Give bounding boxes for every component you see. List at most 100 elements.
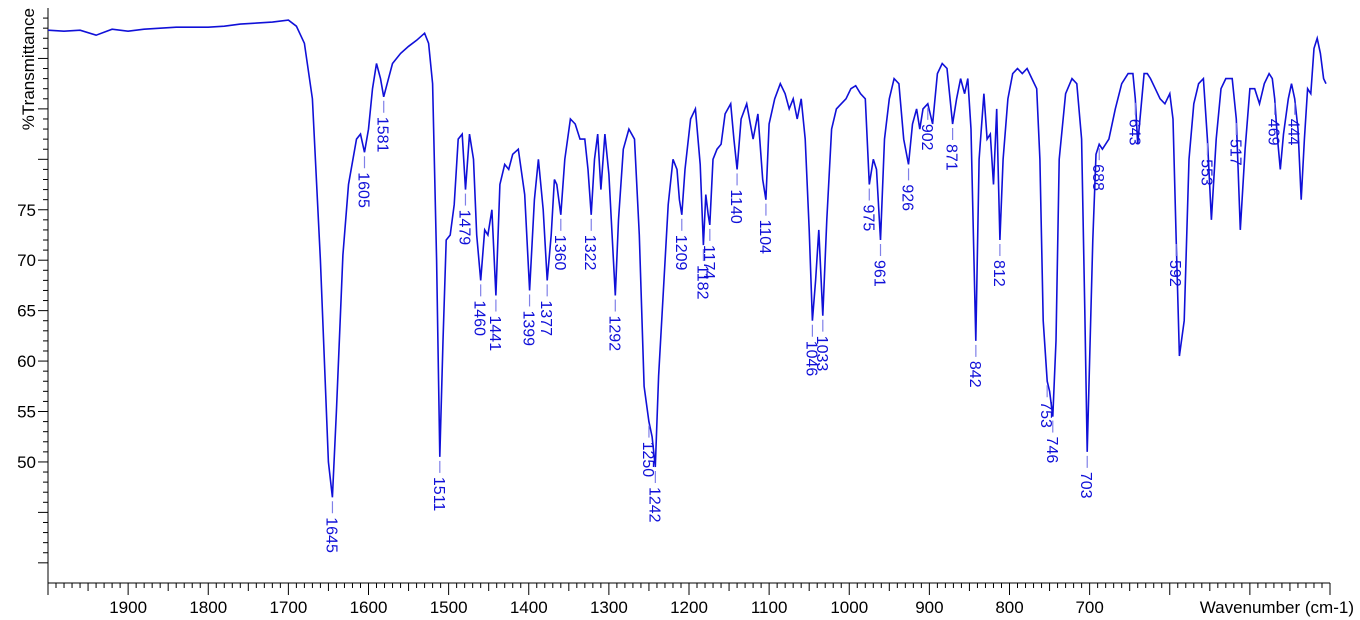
x-tick-label: 1500 <box>430 598 468 617</box>
y-tick-label: 50 <box>17 453 36 472</box>
peak-annotation: 1605 <box>354 156 371 208</box>
peak-label: 1605 <box>354 172 371 208</box>
y-tick-label: 65 <box>17 302 36 321</box>
peak-annotation: 902 <box>918 107 935 151</box>
peak-label: 592 <box>1166 260 1183 287</box>
peak-label: 1250 <box>639 442 656 478</box>
peak-label: 926 <box>899 184 916 211</box>
peak-annotation: 643 <box>1125 102 1142 146</box>
peak-label: 553 <box>1197 159 1214 186</box>
peak-annotation: 1033 <box>813 319 830 372</box>
peak-annotation: 1441 <box>486 299 503 352</box>
x-tick-label: 800 <box>995 598 1023 617</box>
peak-label: 902 <box>918 124 935 151</box>
peak-annotation: 926 <box>899 168 916 211</box>
peak-annotation: 1046 <box>802 324 819 377</box>
y-axis-title: %Transmittance <box>19 8 38 130</box>
x-tick-label: 1200 <box>670 598 708 617</box>
peak-label: 1242 <box>645 487 662 523</box>
peak-annotation: 1292 <box>605 299 622 352</box>
x-tick-label: 700 <box>1075 598 1103 617</box>
y-tick-label: 70 <box>17 251 36 270</box>
peak-label: 1182 <box>693 265 710 300</box>
x-tick-label: 1000 <box>830 598 868 617</box>
x-tick-label: 1600 <box>350 598 388 617</box>
peak-annotation: 961 <box>870 244 887 287</box>
peak-label: 1360 <box>551 235 568 271</box>
peak-annotation: 753 <box>1037 385 1054 428</box>
peak-annotation: 1460 <box>471 284 488 336</box>
peak-annotation: 1360 <box>551 218 568 271</box>
peak-annotation: 703 <box>1077 455 1094 499</box>
spectrum-line <box>47 19 1327 498</box>
peak-label: 517 <box>1226 139 1243 166</box>
peak-label: 812 <box>990 260 1007 287</box>
axes <box>47 8 1330 584</box>
peak-annotation: 1581 <box>374 100 391 153</box>
peak-label: 1104 <box>756 220 773 255</box>
peak-label: 1209 <box>672 235 689 271</box>
peak-annotation: 517 <box>1226 122 1243 166</box>
peak-annotation: 842 <box>966 344 983 388</box>
peak-label: 1046 <box>802 341 819 377</box>
x-tick-label: 1800 <box>189 598 227 617</box>
peak-annotation: 746 <box>1043 420 1060 464</box>
peak-annotation: 469 <box>1265 102 1282 146</box>
y-tick-label: 75 <box>17 201 36 220</box>
peak-label: 1581 <box>374 117 391 153</box>
peak-label: 753 <box>1037 401 1054 428</box>
peak-annotation: 871 <box>943 128 960 171</box>
peak-label: 842 <box>966 361 983 388</box>
peak-label: 1322 <box>581 235 598 271</box>
peak-label: 1033 <box>813 336 830 372</box>
y-tick-label: 60 <box>17 352 36 371</box>
x-axis-title: Wavenumber (cm-1) <box>1200 598 1354 617</box>
peak-label: 1292 <box>605 316 622 352</box>
peak-label: 444 <box>1285 119 1302 146</box>
peak-annotation: 1377 <box>537 284 554 336</box>
spectrum-series <box>47 19 1327 498</box>
peak-label: 688 <box>1089 164 1106 191</box>
peak-label: 1174 <box>700 245 717 280</box>
peak-annotation: 1104 <box>756 203 773 255</box>
peak-label: 1399 <box>520 310 537 346</box>
peak-annotation: 975 <box>859 188 876 232</box>
peak-annotation: 1242 <box>645 470 662 523</box>
peak-label: 746 <box>1043 437 1060 464</box>
peak-annotation: 1511 <box>430 460 447 512</box>
peak-annotation: 1479 <box>455 193 472 246</box>
peak-annotation: 1209 <box>672 218 689 271</box>
peak-label: 1140 <box>727 189 744 224</box>
x-tick-label: 1900 <box>109 598 147 617</box>
x-tick-label: 1700 <box>269 598 307 617</box>
peak-annotation: 1140 <box>727 173 744 224</box>
peak-label: 975 <box>859 205 876 232</box>
peak-label: 1479 <box>455 210 472 246</box>
peak-label: 643 <box>1125 119 1142 146</box>
x-tick-label: 1400 <box>510 598 548 617</box>
peak-annotation: 1174 <box>700 228 717 280</box>
peak-label: 961 <box>870 260 887 287</box>
peak-annotation: 1250 <box>639 425 656 478</box>
peak-annotation: 1322 <box>581 218 598 271</box>
axis-ticks: 1900 1800 1700 1600 1500 1400 1300 1200 1100 1000… <box>17 17 1331 617</box>
peak-label: 1511 <box>430 477 447 512</box>
peak-label: 1645 <box>322 517 339 553</box>
peak-label: 1460 <box>471 300 488 336</box>
peak-annotation: 553 <box>1197 143 1214 186</box>
peak-annotation: 592 <box>1166 244 1183 287</box>
peak-annotation: 812 <box>990 244 1007 287</box>
peak-label: 1441 <box>486 316 503 352</box>
peak-label: 703 <box>1077 472 1094 499</box>
peak-label: 1377 <box>537 300 554 336</box>
peak-annotation: 1645 <box>322 501 339 553</box>
peak-annotation: 688 <box>1089 148 1106 191</box>
x-tick-label: 900 <box>915 598 943 617</box>
x-tick-label: 1100 <box>751 598 788 617</box>
peak-annotation: 1182 <box>693 249 710 300</box>
peak-annotation: 1399 <box>520 294 537 346</box>
peak-label: 871 <box>943 144 960 171</box>
y-tick-label: 55 <box>17 403 36 422</box>
